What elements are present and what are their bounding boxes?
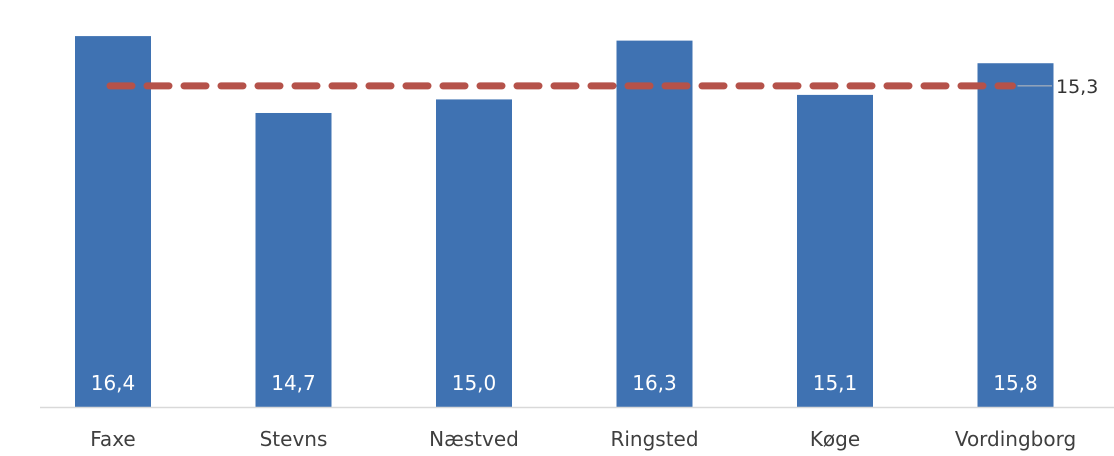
category-label-5: Vordingborg	[955, 427, 1076, 451]
category-labels-layer: Faxe Stevns Næstved Ringsted Køge Vordingborg	[90, 427, 1076, 451]
category-label-1: Stevns	[260, 427, 328, 451]
bar-data-label-4: 15,1	[813, 371, 858, 395]
category-label-3: Ringsted	[610, 427, 698, 451]
category-label-2: Næstved	[429, 427, 519, 451]
bar-data-label-0: 16,4	[91, 371, 136, 395]
bar-0	[75, 36, 151, 408]
average-value-label: 15,3	[1056, 76, 1098, 98]
data-labels-layer: 16,4 14,7 15,0 16,3 15,1 15,8	[91, 371, 1038, 395]
bar-data-label-1: 14,7	[271, 371, 316, 395]
bar-3	[616, 40, 693, 408]
bar-data-label-3: 16,3	[632, 371, 677, 395]
bar-data-label-5: 15,8	[993, 371, 1038, 395]
category-label-0: Faxe	[90, 427, 135, 451]
bar-2	[436, 99, 512, 407]
bar-4	[797, 94, 873, 407]
bars-layer	[75, 36, 1054, 408]
bar-5	[977, 63, 1054, 408]
bar-data-label-2: 15,0	[452, 371, 497, 395]
category-label-4: Køge	[810, 427, 860, 451]
bar-1	[255, 112, 332, 407]
